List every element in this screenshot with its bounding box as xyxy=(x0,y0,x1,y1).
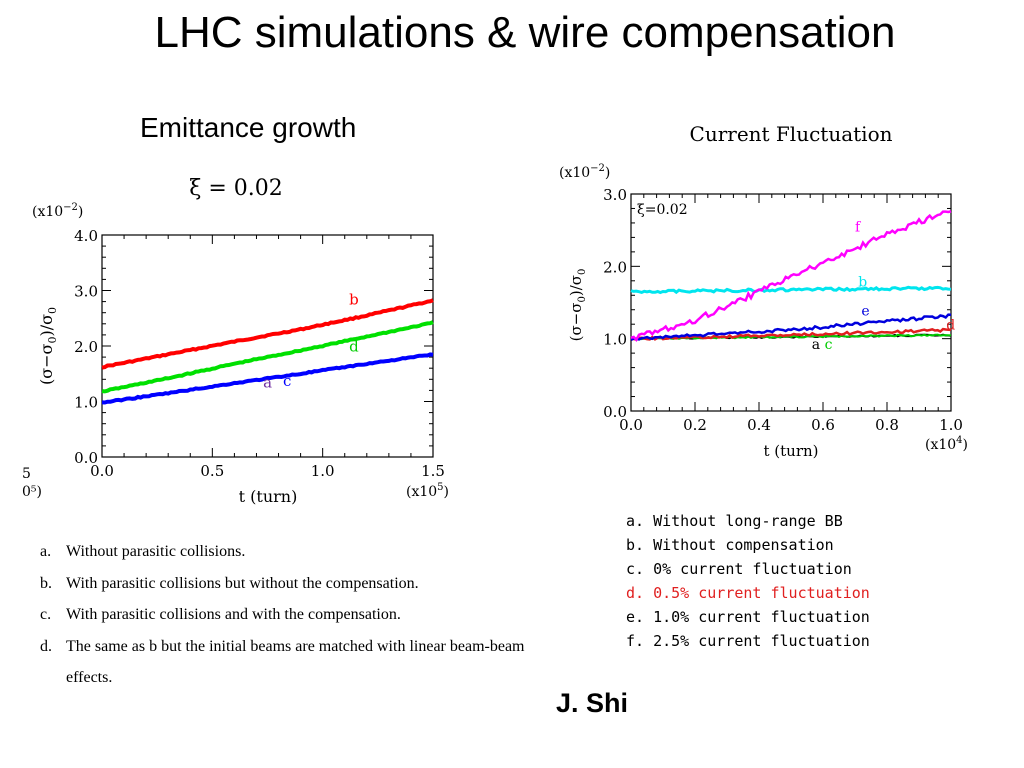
x-tick-label: 1.0 xyxy=(311,462,335,480)
x-tick-label: 0.0 xyxy=(619,416,643,434)
legend-item-text: Without parasitic collisions. xyxy=(66,543,246,560)
chart-title: Current Fluctuation xyxy=(690,122,893,146)
x-tick-label: 1.5 xyxy=(421,462,445,480)
series-line-f xyxy=(630,210,952,342)
plot-frame xyxy=(630,193,952,412)
y-tick-labels: 0.0 1.0 2.0 3.0 4.0 xyxy=(74,227,98,467)
series-line-d xyxy=(101,320,434,394)
series-annotation: e xyxy=(861,304,869,320)
y-tick-label: 3.0 xyxy=(74,283,98,301)
x-axis-label: t (turn) xyxy=(763,442,818,460)
series-annotation: f xyxy=(855,220,862,236)
series-annotation: a xyxy=(812,337,820,353)
clipped-text-1: 5 xyxy=(22,466,31,482)
legend-item: d. The same as b but the initial beams ar… xyxy=(40,631,540,694)
legend-item-text: Without compensation xyxy=(653,536,834,554)
x-tick-labels: 0.0 0.5 1.0 1.5 xyxy=(90,462,445,480)
author: J. Shi xyxy=(556,688,629,718)
series-line-d xyxy=(630,327,952,342)
line-annotations: f be d a c xyxy=(812,220,955,353)
series-lines xyxy=(101,298,434,405)
emittance-legend: a. Without parasitic collisions. b. With p… xyxy=(40,536,540,694)
legend-item: c. 0% current fluctuation xyxy=(626,557,986,581)
y-multiplier: (x10−2) xyxy=(559,163,610,181)
x-tick-label: 0.6 xyxy=(811,416,835,434)
y-axis-label: (σ−σ0)/σ0 xyxy=(567,269,588,342)
x-tick-label: 0.5 xyxy=(200,462,224,480)
legend-item: a. Without long-range BB xyxy=(626,509,986,533)
x-axis-label: t (turn) xyxy=(239,487,298,506)
x-tick-label: 0.0 xyxy=(90,462,114,480)
slide-title: LHC simulations & wire compensation xyxy=(154,8,896,57)
legend-item-label: b. xyxy=(626,536,645,554)
y-tick-label: 1.0 xyxy=(603,331,627,349)
y-tick-label: 1.0 xyxy=(74,394,98,412)
x-multiplier: (x105) xyxy=(406,482,449,500)
y-tick-label: 0.0 xyxy=(74,449,98,467)
x-tick-label: 0.8 xyxy=(875,416,899,434)
series-lines xyxy=(630,210,952,342)
series-annotation: a xyxy=(263,374,272,392)
series-line-b xyxy=(101,298,434,370)
series-annotation: b xyxy=(349,290,359,308)
series-annotation: b xyxy=(858,275,867,291)
x-tick-labels: 0.0 0.2 0.4 0.6 0.8 1.0 xyxy=(619,416,963,434)
clipped-text-2: 0⁵) xyxy=(22,484,42,500)
current-fluctuation-chart: Current Fluctuation (x10−2) 0.0 1.0 2.0 3.0… xyxy=(559,122,968,460)
line-annotations: b d a c xyxy=(263,290,359,391)
legend-item: c. With parasitic collisions and with the… xyxy=(40,599,540,631)
y-tick-label: 4.0 xyxy=(74,227,98,245)
y-tick-label: 3.0 xyxy=(603,186,627,204)
y-axis-label: (σ−σ0)/σ0 xyxy=(37,307,59,385)
inner-label: ξ=0.02 xyxy=(637,202,688,218)
legend-item: b. With parasitic collisions but without … xyxy=(40,568,540,600)
x-tick-label: 0.2 xyxy=(683,416,707,434)
series-annotation: d xyxy=(349,338,359,356)
legend-item: d. 0.5% current fluctuation xyxy=(626,581,986,605)
legend-item-text: 0% current fluctuation xyxy=(653,560,852,578)
legend-item-text: With parasitic collisions and with the c… xyxy=(66,606,401,623)
legend-item-label: e. xyxy=(626,608,645,626)
legend-item: f. 2.5% current fluctuation xyxy=(626,629,986,653)
legend-item-label: b. xyxy=(40,574,52,592)
series-annotation: d xyxy=(946,317,955,333)
legend-item-text: The same as b but the initial beams are … xyxy=(66,637,525,687)
y-tick-label: 2.0 xyxy=(603,258,627,276)
y-tick-label: 2.0 xyxy=(74,338,98,356)
y-tick-labels: 0.0 1.0 2.0 3.0 xyxy=(603,186,627,421)
legend-item-text: With parasitic collisions but without th… xyxy=(66,574,419,592)
series-annotation: c xyxy=(283,372,291,390)
x-tick-label: 0.4 xyxy=(747,416,771,434)
legend-item-text: 0.5% current fluctuation xyxy=(653,584,870,602)
series-line-b xyxy=(630,285,952,295)
tick-marks xyxy=(101,234,434,458)
series-annotation: c xyxy=(825,337,833,353)
legend-item: e. 1.0% current fluctuation xyxy=(626,605,986,629)
x-tick-label: 1.0 xyxy=(939,416,963,434)
plot-frame xyxy=(101,234,434,458)
legend-item-text: Without long-range BB xyxy=(653,512,843,530)
y-tick-label: 0.0 xyxy=(603,403,627,421)
legend-item-label: a. xyxy=(40,543,52,560)
legend-item-text: 1.0% current fluctuation xyxy=(653,608,870,626)
series-line-e xyxy=(630,313,952,341)
y-multiplier: (x10−2) xyxy=(32,202,83,220)
x-multiplier: (x104) xyxy=(925,435,968,453)
legend-item-label: d. xyxy=(40,637,52,655)
fluctuation-legend: a. Without long-range BB b. Without comp… xyxy=(626,509,986,653)
emittance-chart: ξ = 0.02 (x10−2) 0.0 1.0 2.0 3.0 4.0 0.0 0.5 1… xyxy=(22,176,449,506)
legend-item-text: 2.5% current fluctuation xyxy=(653,632,870,650)
legend-item: a. Without parasitic collisions. xyxy=(40,536,540,568)
legend-item-label: c. xyxy=(626,560,645,578)
tick-marks xyxy=(630,193,952,412)
legend-item-label: c. xyxy=(40,606,52,623)
legend-item-label: a. xyxy=(626,512,645,530)
chart-title: ξ = 0.02 xyxy=(189,176,283,201)
slide-subtitle: Emittance growth xyxy=(140,112,357,143)
legend-item-label: d. xyxy=(626,584,645,602)
legend-item-label: f. xyxy=(626,632,645,650)
series-line-a-c xyxy=(101,352,434,405)
legend-item: b. Without compensation xyxy=(626,533,986,557)
